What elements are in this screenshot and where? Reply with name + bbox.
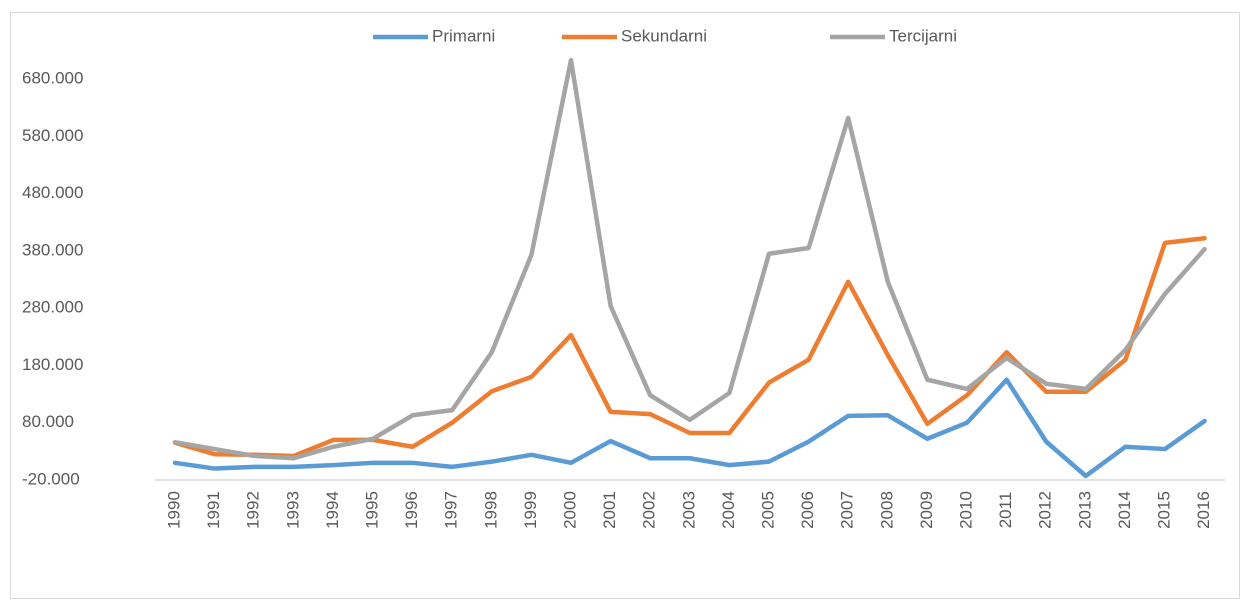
x-tick-label: 2013 — [1075, 491, 1094, 529]
x-tick-label: 2010 — [956, 491, 975, 529]
x-tick-label: 2005 — [758, 491, 777, 529]
x-tick-label: 2009 — [917, 491, 936, 529]
x-tick-label: 2016 — [1194, 491, 1213, 529]
x-tick-label: 2002 — [640, 491, 659, 529]
x-tick-label: 1990 — [164, 491, 183, 529]
y-tick-label: 180.000 — [22, 355, 83, 374]
legend-label: Tercijarni — [889, 26, 957, 45]
x-tick-label: 2006 — [798, 491, 817, 529]
x-tick-label: 1992 — [244, 491, 263, 529]
y-tick-label: 480.000 — [22, 183, 83, 202]
y-tick-label: 80.000 — [22, 412, 74, 431]
x-tick-label: 2008 — [877, 491, 896, 529]
x-tick-label: 2007 — [838, 491, 857, 529]
legend-label: Sekundarni — [621, 26, 707, 45]
x-tick-label: 1991 — [204, 491, 223, 529]
x-tick-label: 2000 — [560, 491, 579, 529]
series-line — [172, 377, 1207, 479]
y-tick-label: 380.000 — [22, 240, 83, 259]
y-tick-label: 680.000 — [22, 68, 83, 87]
x-tick-label: 2015 — [1154, 491, 1173, 529]
x-tick-label: 1994 — [323, 491, 342, 529]
y-tick-label: 580.000 — [22, 126, 83, 145]
x-tick-label: 1998 — [481, 491, 500, 529]
x-tick-label: 1999 — [521, 491, 540, 529]
y-tick-label: 280.000 — [22, 298, 83, 317]
y-tick-label: -20.000 — [22, 469, 80, 488]
x-tick-label: 1995 — [362, 491, 381, 529]
series-line — [172, 236, 1207, 459]
x-tick-label: 1996 — [402, 491, 421, 529]
x-tick-label: 1993 — [283, 491, 302, 529]
x-tick-label: 2011 — [996, 492, 1015, 529]
x-tick-label: 2003 — [679, 491, 698, 529]
x-tick-label: 2004 — [719, 491, 738, 529]
x-tick-label: 2001 — [600, 491, 619, 529]
x-tick-label: 1997 — [442, 491, 461, 529]
x-tick-label: 2014 — [1115, 491, 1134, 529]
chart-border — [10, 12, 1240, 599]
series-line — [172, 57, 1207, 461]
x-tick-label: 2012 — [1036, 491, 1055, 529]
legend-label: Primarni — [432, 26, 495, 45]
